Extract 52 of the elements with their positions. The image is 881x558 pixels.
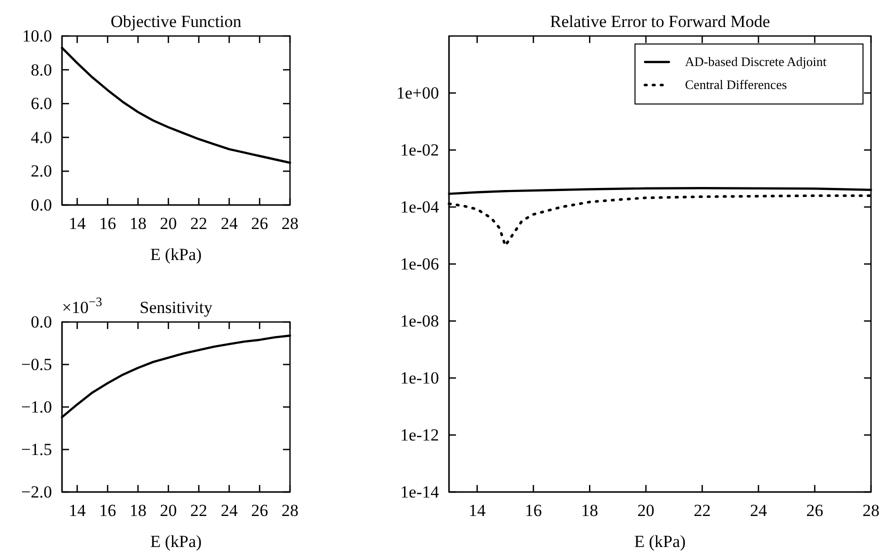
y-tick-label: −1.0 bbox=[21, 397, 52, 416]
x-tick-label: 18 bbox=[581, 501, 598, 520]
x-tick-label: 28 bbox=[282, 501, 298, 520]
x-tick-label: 24 bbox=[220, 501, 238, 520]
y-tick-label: 1e-12 bbox=[400, 425, 439, 444]
x-tick-label: 28 bbox=[862, 501, 880, 520]
x-tick-label: 26 bbox=[251, 214, 268, 234]
y-tick-label: −0.5 bbox=[21, 354, 52, 374]
y-tick-label: 1e-08 bbox=[400, 311, 439, 330]
y-tick-label: 0.0 bbox=[30, 312, 52, 332]
legend-label: Central Differences bbox=[685, 77, 787, 92]
x-tick-label: 16 bbox=[524, 501, 542, 520]
x-tick-label: 14 bbox=[68, 214, 86, 234]
y-tick-label: 8.0 bbox=[30, 60, 52, 80]
y-tick-label: 1e-06 bbox=[400, 254, 439, 274]
legend-label: AD-based Discrete Adjoint bbox=[685, 54, 827, 69]
x-axis-title: E (kPa) bbox=[150, 245, 202, 264]
y-tick-label: −1.5 bbox=[21, 440, 52, 459]
x-axis-title: E (kPa) bbox=[150, 532, 202, 551]
x-tick-label: 26 bbox=[251, 501, 268, 520]
y-tick-label: 1e+00 bbox=[396, 83, 439, 102]
x-tick-label: 20 bbox=[160, 501, 177, 520]
chart-title: Relative Error to Forward Mode bbox=[550, 12, 770, 31]
y-tick-label: 2.0 bbox=[30, 162, 52, 181]
x-axis-title: E (kPa) bbox=[634, 532, 686, 551]
x-tick-label: 14 bbox=[68, 501, 86, 520]
y-tick-label: 0.0 bbox=[30, 195, 52, 214]
chart-title: Sensitivity bbox=[140, 298, 213, 317]
y-tick-label: 4.0 bbox=[30, 128, 52, 147]
x-tick-label: 18 bbox=[130, 501, 146, 520]
y-tick-label: 1e-10 bbox=[400, 368, 439, 388]
x-tick-label: 16 bbox=[99, 501, 116, 520]
x-tick-label: 22 bbox=[190, 501, 208, 520]
y-tick-label: 1e-14 bbox=[400, 482, 440, 502]
x-tick-label: 22 bbox=[190, 214, 208, 234]
y-tick-label: 10.0 bbox=[22, 26, 52, 46]
x-tick-label: 26 bbox=[806, 501, 824, 520]
x-tick-label: 14 bbox=[468, 501, 486, 520]
x-tick-label: 24 bbox=[750, 501, 768, 520]
text: ×10$^{−3}$ bbox=[62, 295, 102, 317]
y-tick-label: 6.0 bbox=[30, 94, 52, 114]
y-tick-label: 1e-04 bbox=[400, 197, 440, 216]
x-tick-label: 24 bbox=[220, 214, 238, 234]
x-tick-label: 28 bbox=[282, 214, 298, 234]
chart-title: Objective Function bbox=[110, 12, 242, 31]
x-tick-label: 16 bbox=[99, 214, 116, 234]
y-tick-label: −2.0 bbox=[21, 482, 52, 502]
x-tick-label: 22 bbox=[694, 501, 711, 520]
x-tick-label: 18 bbox=[130, 214, 146, 234]
y-tick-label: 1e-02 bbox=[400, 140, 439, 160]
x-tick-label: 20 bbox=[637, 501, 654, 520]
x-tick-label: 20 bbox=[160, 214, 177, 234]
